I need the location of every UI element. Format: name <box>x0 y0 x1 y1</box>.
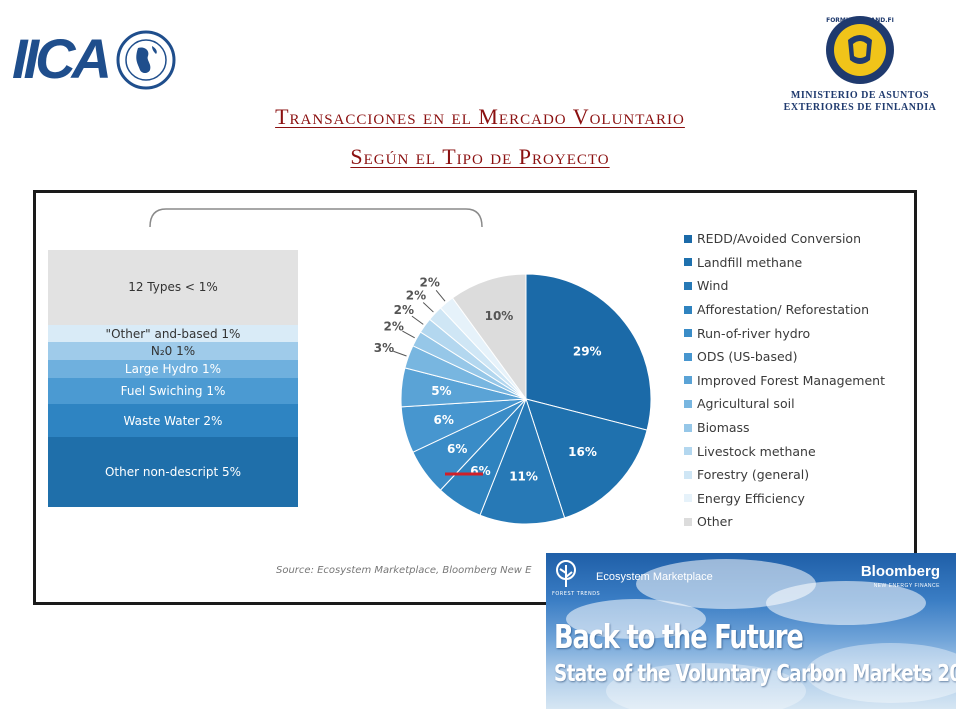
legend-label: Improved Forest Management <box>697 372 885 388</box>
finland-seal-icon: FORMIN·FINLAND.FI <box>826 16 894 84</box>
legend-swatch <box>684 329 692 338</box>
pie-slice <box>451 273 527 401</box>
forest-trends-tree-icon <box>556 560 576 587</box>
pie-slice-label: 10% <box>485 309 514 323</box>
pie-slice-label: 2% <box>394 303 414 317</box>
legend-label: Livestock methane <box>697 443 816 459</box>
legend-swatch <box>684 258 692 267</box>
pie-slice-label: 2% <box>406 289 426 303</box>
pie-slice-label: 16% <box>568 445 597 459</box>
pie-leader-line <box>393 350 407 357</box>
legend-label: Biomass <box>697 420 750 436</box>
pie-slice-label: 29% <box>573 344 602 358</box>
pie-slice-label: 5% <box>431 384 451 398</box>
breakdown-segment: Fuel Swiching 1% <box>48 378 298 405</box>
legend-label: REDD/Avoided Conversion <box>697 231 861 247</box>
legend-swatch <box>684 447 692 456</box>
legend-item: Run-of-river hydro <box>684 321 914 345</box>
pie-slice-label: 11% <box>509 469 538 483</box>
legend-swatch <box>684 470 692 479</box>
iica-logo-text: IICA <box>12 27 112 90</box>
breakdown-segment: Waste Water 2% <box>48 404 298 437</box>
legend-item: Energy Efficiency <box>684 487 914 511</box>
breakdown-segment: N₂0 1% <box>48 342 298 360</box>
formin-line-1: MINISTERIO DE ASUNTOS <box>790 90 930 101</box>
pie-slice-label: 3% <box>374 341 394 355</box>
pie-slice-label: 6% <box>433 413 453 427</box>
legend-label: Afforestation/ Reforestation <box>697 302 870 318</box>
pie-slice-label: 6% <box>470 464 490 478</box>
legend-item: Other <box>684 510 914 534</box>
formin-logo: FORMIN·FINLAND.FI MINISTERIO DE ASUNTOS … <box>780 10 940 113</box>
legend-item: REDD/Avoided Conversion <box>684 227 914 251</box>
legend-item: Afforestation/ Reforestation <box>684 298 914 322</box>
pie-slice-label: 6% <box>447 442 467 456</box>
chart-source: Source: Ecosystem Marketplace, Bloomberg… <box>276 565 532 576</box>
legend-label: Run-of-river hydro <box>697 325 811 341</box>
legend-swatch <box>684 517 692 526</box>
legend-label: Energy Efficiency <box>697 490 805 506</box>
legend-swatch <box>684 376 692 385</box>
legend-swatch <box>684 494 692 503</box>
forest-trends-text: FOREST TRENDS <box>552 591 601 597</box>
pie-slice <box>525 273 652 431</box>
formin-seal-text: FORMIN·FINLAND.FI <box>826 17 894 24</box>
ecosystem-marketplace-label: Ecosystem Marketplace <box>596 571 713 583</box>
bloomberg-logo: Bloomberg NEW ENERGY FINANCE <box>860 563 940 593</box>
pie-chart: 29%16%11%6%6%6%5%3%2%2%2%2%10% <box>374 273 652 525</box>
legend-swatch <box>684 281 692 290</box>
pie-leader-line <box>422 302 434 313</box>
legend-item: Biomass <box>684 416 914 440</box>
brace-decoration <box>149 208 483 228</box>
pie-leader-line <box>411 315 424 325</box>
report-cover-image: FOREST TRENDS Ecosystem Marketplace Bloo… <box>546 553 956 709</box>
bloomberg-sub-label: NEW ENERGY FINANCE <box>873 583 940 589</box>
pie-leader-line <box>402 330 415 339</box>
pie-leader-line <box>435 290 446 302</box>
slide-title-line-1: Transacciones en el Mercado Voluntario <box>275 104 685 129</box>
slide-title-line-2: Según el Tipo de Proyecto <box>350 144 610 169</box>
legend-swatch <box>684 352 692 361</box>
legend-label: ODS (US-based) <box>697 349 798 365</box>
chart-frame: 12 Types < 1% "Other" and-based 1% N₂0 1% L… <box>33 190 917 605</box>
breakdown-segment: "Other" and-based 1% <box>48 324 298 343</box>
legend-item: Agricultural soil <box>684 392 914 416</box>
legend-swatch <box>684 399 692 408</box>
pie-slice-label: 2% <box>383 319 403 333</box>
legend-label: Landfill methane <box>697 254 803 270</box>
bloomberg-label: Bloomberg <box>860 563 940 580</box>
legend-item: Improved Forest Management <box>684 369 914 393</box>
legend-item: Livestock methane <box>684 439 914 463</box>
legend-item: ODS (US-based) <box>684 345 914 369</box>
legend-label: Agricultural soil <box>697 396 795 412</box>
pie-slice <box>525 398 648 519</box>
globe-icon <box>116 30 176 90</box>
formin-line-2: EXTERIORES DE FINLANDIA <box>783 102 937 113</box>
legend-label: Other <box>697 514 733 530</box>
legend-label: Wind <box>697 278 729 294</box>
iica-logo: IICA <box>12 27 176 90</box>
report-subtitle: State of the Voluntary Carbon Markets 20… <box>554 661 956 687</box>
legend-label: Forestry (general) <box>697 467 810 483</box>
chart-legend: REDD/Avoided Conversion Landfill methane W… <box>684 227 914 534</box>
breakdown-segment: Other non-descript 5% <box>48 436 298 507</box>
legend-item: Wind <box>684 274 914 298</box>
other-breakdown-column: 12 Types < 1% "Other" and-based 1% N₂0 1% L… <box>48 250 298 507</box>
breakdown-segment: 12 Types < 1% <box>48 250 298 325</box>
legend-item: Landfill methane <box>684 251 914 275</box>
legend-swatch <box>684 234 692 243</box>
legend-swatch <box>684 305 692 314</box>
report-title: Back to the Future <box>554 617 804 656</box>
legend-item: Forestry (general) <box>684 463 914 487</box>
legend-swatch <box>684 423 692 432</box>
pie-slice-label: 2% <box>420 276 440 290</box>
breakdown-segment: Large Hydro 1% <box>48 359 298 379</box>
pie-slice <box>479 397 566 525</box>
